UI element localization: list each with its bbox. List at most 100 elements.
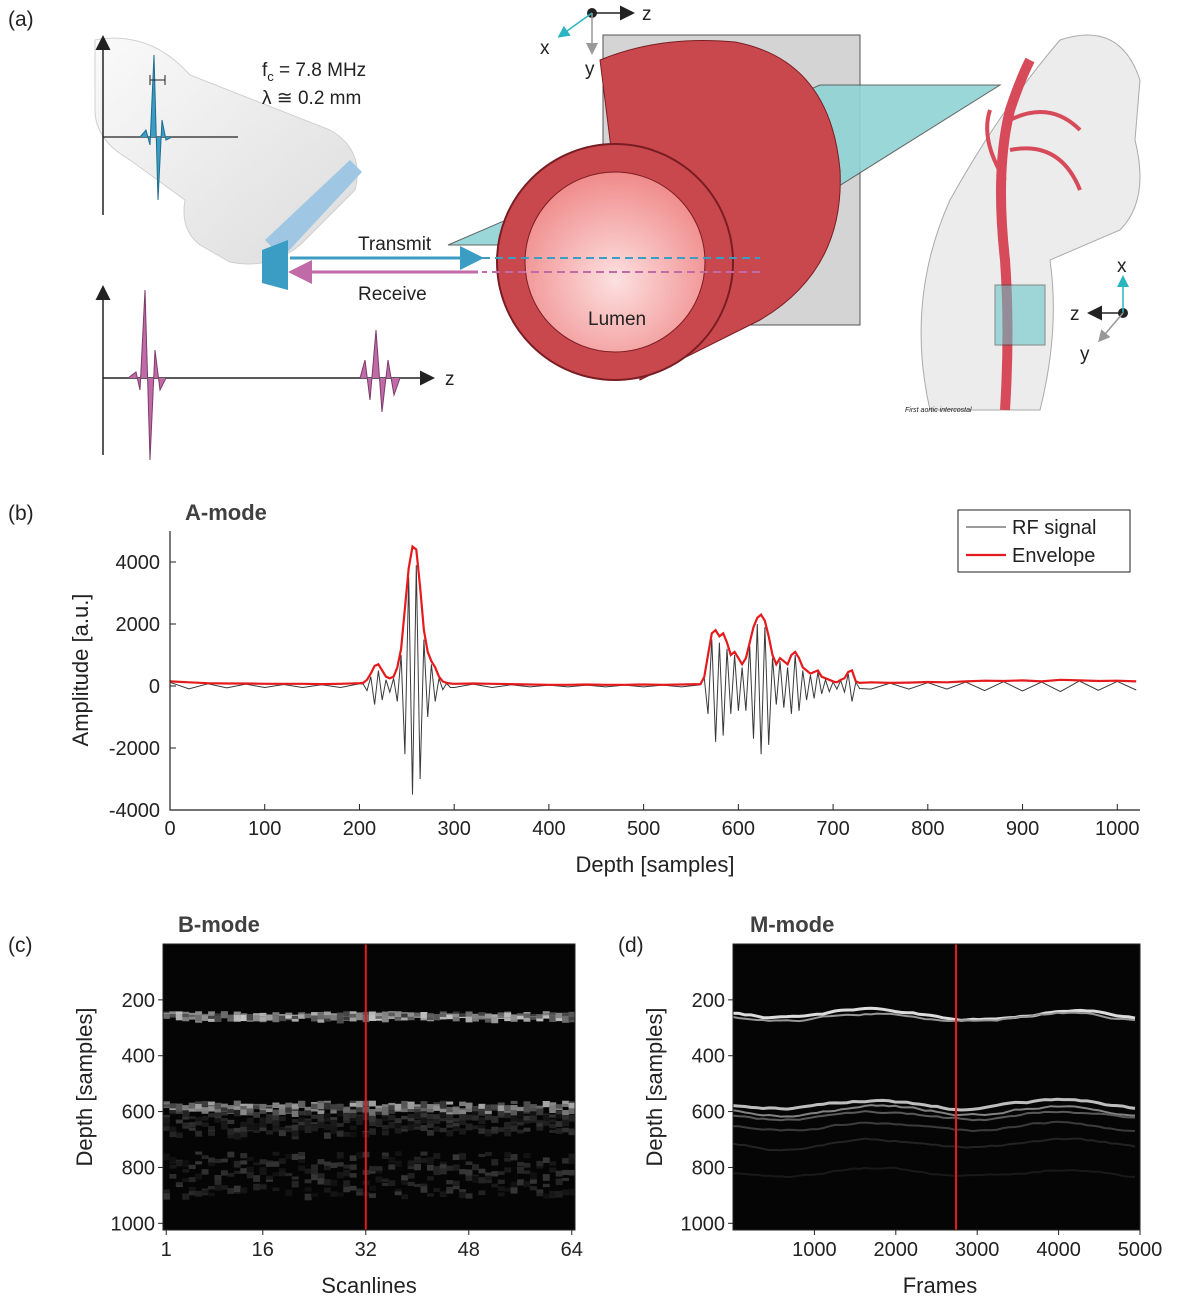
speckle <box>484 1151 492 1156</box>
speckle <box>536 1109 544 1116</box>
speckle <box>433 1153 441 1159</box>
speckle <box>272 1103 280 1108</box>
speckle <box>388 1121 396 1129</box>
speckle <box>343 1107 351 1114</box>
speckle <box>510 1181 518 1188</box>
speckle <box>208 1192 215 1197</box>
speckle <box>478 1103 486 1109</box>
speckle <box>182 1125 190 1129</box>
speckle <box>504 1187 512 1192</box>
speckle <box>484 1130 492 1137</box>
speckle <box>542 1012 550 1016</box>
speckle <box>253 1183 261 1191</box>
speckle <box>504 1110 512 1115</box>
speckle <box>381 1182 389 1187</box>
speckle <box>407 1124 415 1131</box>
speckle <box>555 1110 563 1116</box>
speckle <box>478 1190 486 1196</box>
speckle <box>388 1164 396 1170</box>
speckle <box>336 1192 344 1197</box>
speckle <box>446 1124 454 1128</box>
speckle <box>426 1176 434 1181</box>
speckle <box>401 1194 409 1200</box>
speckle <box>420 1183 428 1188</box>
speckle <box>169 1173 177 1179</box>
speckle <box>562 1103 570 1107</box>
speckle <box>497 1102 505 1107</box>
speckle <box>304 1106 312 1112</box>
speckle <box>491 1183 499 1188</box>
speckle <box>465 1175 473 1181</box>
echo-line <box>732 1137 1136 1152</box>
speckle <box>169 1126 177 1132</box>
speckle <box>517 1129 524 1134</box>
speckle <box>484 1109 492 1115</box>
speckle <box>517 1167 524 1174</box>
speckle <box>336 1172 344 1179</box>
speckle <box>542 1114 550 1121</box>
speckle <box>478 1168 486 1174</box>
speckle <box>491 1130 499 1134</box>
speckle <box>349 1173 357 1178</box>
speckle <box>336 1152 344 1159</box>
speckle <box>336 1110 344 1117</box>
speckle <box>394 1127 402 1134</box>
speckle <box>214 1114 222 1119</box>
speckle <box>323 1132 331 1139</box>
speckle <box>407 1160 415 1167</box>
speckle <box>330 1104 338 1109</box>
speckle <box>220 1121 228 1129</box>
speckle <box>343 1180 351 1187</box>
speckle <box>214 1107 222 1111</box>
speckle <box>323 1015 331 1019</box>
speckle <box>523 1013 531 1018</box>
speckle <box>317 1173 325 1179</box>
speckle <box>562 1158 570 1164</box>
speckle <box>330 1179 338 1185</box>
x-tick-label: 700 <box>816 818 849 840</box>
fc-label: fc = 7.8 MHz <box>262 60 366 84</box>
speckle <box>349 1015 357 1022</box>
speckle <box>349 1113 357 1118</box>
speckle <box>278 1168 286 1173</box>
speckle <box>369 1109 376 1116</box>
speckle <box>272 1127 280 1132</box>
speckle <box>163 1101 170 1105</box>
speckle <box>433 1114 441 1119</box>
axis <box>557 12 593 38</box>
chart-title: B-mode <box>178 912 260 937</box>
speckle <box>562 1169 570 1176</box>
speckle <box>266 1114 273 1119</box>
speckle <box>304 1179 312 1184</box>
speckle <box>426 1104 434 1109</box>
speckle <box>317 1103 325 1110</box>
speckle <box>227 1188 235 1194</box>
speckle <box>536 1160 544 1166</box>
speckle <box>336 1131 344 1137</box>
speckle <box>163 1013 170 1019</box>
speckle <box>266 1108 273 1113</box>
speckle <box>484 1129 492 1133</box>
speckle <box>246 1124 254 1131</box>
legend-label: Envelope <box>1012 545 1095 567</box>
speckle <box>336 1103 344 1108</box>
speckle <box>240 1103 248 1108</box>
speckle <box>336 1123 344 1127</box>
speckle <box>407 1113 415 1120</box>
speckle <box>433 1118 441 1124</box>
speckle <box>407 1016 415 1021</box>
speckle <box>285 1012 293 1018</box>
speckle <box>472 1176 479 1183</box>
speckle <box>182 1193 190 1200</box>
speckle <box>369 1115 376 1122</box>
speckle <box>278 1015 286 1021</box>
speckle <box>562 1100 570 1107</box>
speckle <box>317 1122 325 1127</box>
speckle <box>568 1169 576 1176</box>
x-tick-label: 900 <box>1006 818 1039 840</box>
speckle <box>497 1192 505 1197</box>
speckle <box>407 1103 415 1110</box>
speckle <box>259 1110 267 1114</box>
speckle <box>536 1123 544 1128</box>
speckle <box>201 1190 209 1194</box>
